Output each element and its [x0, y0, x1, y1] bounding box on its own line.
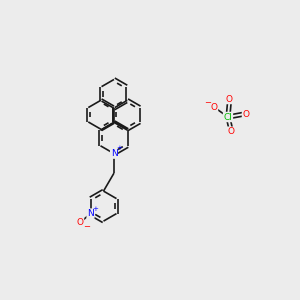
Text: O: O [227, 127, 235, 136]
Text: N: N [87, 209, 94, 218]
Text: N: N [111, 149, 117, 158]
Text: O: O [242, 110, 250, 118]
Text: O: O [211, 103, 218, 112]
Text: −: − [83, 222, 90, 231]
Text: +: + [92, 206, 98, 212]
Text: O: O [226, 94, 233, 103]
Text: −: − [205, 98, 212, 107]
Text: +: + [116, 146, 122, 152]
Text: Cl: Cl [224, 112, 232, 122]
Text: O: O [76, 218, 83, 227]
